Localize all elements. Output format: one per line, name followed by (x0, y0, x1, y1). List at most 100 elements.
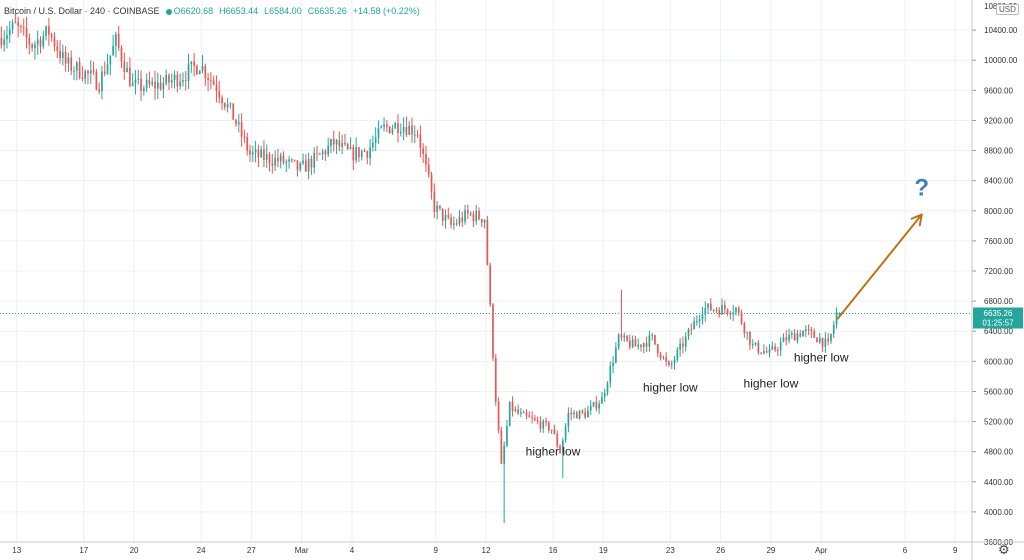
candle-body (277, 157, 279, 162)
candle-body (830, 333, 832, 342)
candle (20, 24, 22, 34)
candle-body (832, 324, 835, 334)
candle (399, 123, 402, 137)
candle (802, 330, 804, 337)
candle-body (198, 71, 201, 75)
candle (676, 346, 679, 363)
candle (28, 33, 31, 55)
candle-body (469, 213, 472, 215)
time-axis[interactable]: 13 17 20 24 27 Mar 4 9 12 16 19 23 26 29 Apr 6 9 (0, 541, 1024, 555)
candle-body (67, 57, 70, 64)
candle-body (62, 52, 64, 59)
candle (436, 201, 438, 220)
candle (419, 125, 422, 158)
candle (184, 71, 187, 91)
countdown-label: 01:25:57 (982, 319, 1014, 328)
candle (603, 388, 606, 402)
candle-body (774, 346, 776, 351)
price-tick-label: 7200.00 (984, 267, 1013, 276)
candle-body (302, 160, 304, 164)
candle-body (81, 77, 84, 80)
candle-body (444, 215, 447, 221)
price-tick-label: 9600.00 (984, 86, 1013, 95)
candle (506, 420, 508, 448)
candle (291, 158, 293, 163)
candle (427, 157, 430, 178)
candle (3, 30, 6, 52)
candle-body (796, 333, 799, 341)
candle (497, 397, 500, 434)
candle (662, 355, 665, 360)
candle (6, 26, 8, 49)
candle (561, 437, 564, 479)
gear-icon[interactable]: ⚙ (998, 542, 1010, 557)
close-value: C6635.26 (307, 6, 347, 16)
candle-body (268, 154, 271, 164)
candle (475, 205, 478, 225)
candle (701, 307, 704, 325)
candle-body (754, 342, 757, 345)
time-tick-label: 4 (350, 546, 355, 555)
candle (338, 131, 341, 152)
candle-body (78, 62, 81, 78)
candle-body (827, 338, 829, 342)
candle (682, 336, 684, 354)
candle (56, 40, 59, 59)
candle (162, 77, 165, 99)
candle-body (508, 401, 511, 426)
candle-body (394, 123, 397, 129)
candle-body (235, 119, 237, 125)
candle (698, 314, 701, 329)
candle (550, 429, 553, 435)
price-tick-label: 6000.00 (984, 357, 1013, 366)
candle-body (380, 126, 383, 128)
candle-body (668, 361, 670, 365)
candle (95, 69, 98, 91)
candle-body (620, 334, 623, 338)
candle (612, 355, 614, 374)
candle-body (804, 329, 807, 331)
candle-body (598, 403, 600, 409)
candle-body (14, 22, 17, 24)
candle-body (402, 127, 405, 132)
candle-body (615, 347, 617, 363)
candle (11, 19, 14, 34)
candle-body (176, 74, 179, 87)
candle-body (106, 64, 109, 74)
candle (388, 125, 391, 134)
candle (553, 424, 556, 435)
candle-body (140, 78, 142, 91)
candle (352, 144, 355, 171)
candle (226, 98, 229, 113)
price-tick-label: 4400.00 (984, 478, 1013, 487)
candle-body (777, 350, 779, 352)
candle (62, 44, 64, 66)
candle (324, 148, 327, 161)
price-tick-label: 7600.00 (984, 237, 1013, 246)
candle (830, 333, 832, 344)
candle-body (338, 140, 341, 147)
candle (137, 69, 140, 85)
candle (321, 148, 324, 161)
candle-body (89, 70, 92, 74)
price-axis[interactable]: 10400.00 10000.00 9600.00 9200.00 8800.00 840… (971, 0, 1023, 560)
candle-body (324, 151, 327, 155)
candle-body (129, 67, 131, 86)
candle-body (701, 314, 704, 320)
candle-body (374, 137, 377, 143)
candle-body (131, 83, 134, 86)
currency-button[interactable]: USD (996, 4, 1019, 15)
candle (168, 73, 170, 91)
candle (508, 401, 511, 427)
candle-body (768, 349, 771, 353)
candle-body (232, 103, 235, 120)
candle (645, 336, 648, 352)
candle (690, 323, 693, 336)
candle-body (0, 37, 3, 46)
price-tick-label: 9200.00 (984, 116, 1013, 125)
candle (771, 341, 774, 351)
candle (268, 151, 271, 172)
candle (383, 117, 385, 132)
